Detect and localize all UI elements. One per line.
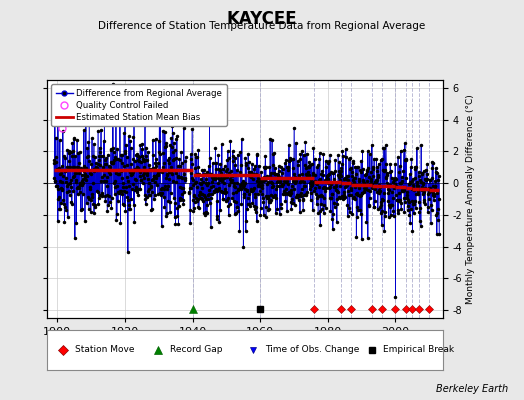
Legend: Difference from Regional Average, Quality Control Failed, Estimated Station Mean: Difference from Regional Average, Qualit… bbox=[51, 84, 226, 126]
Text: Difference of Station Temperature Data from Regional Average: Difference of Station Temperature Data f… bbox=[99, 21, 425, 31]
Text: KAYCEE: KAYCEE bbox=[227, 10, 297, 28]
Text: Record Gap: Record Gap bbox=[170, 346, 222, 354]
Y-axis label: Monthly Temperature Anomaly Difference (°C): Monthly Temperature Anomaly Difference (… bbox=[466, 94, 475, 304]
Text: Empirical Break: Empirical Break bbox=[384, 346, 454, 354]
Text: Time of Obs. Change: Time of Obs. Change bbox=[265, 346, 359, 354]
Text: Station Move: Station Move bbox=[75, 346, 134, 354]
Text: Berkeley Earth: Berkeley Earth bbox=[436, 384, 508, 394]
